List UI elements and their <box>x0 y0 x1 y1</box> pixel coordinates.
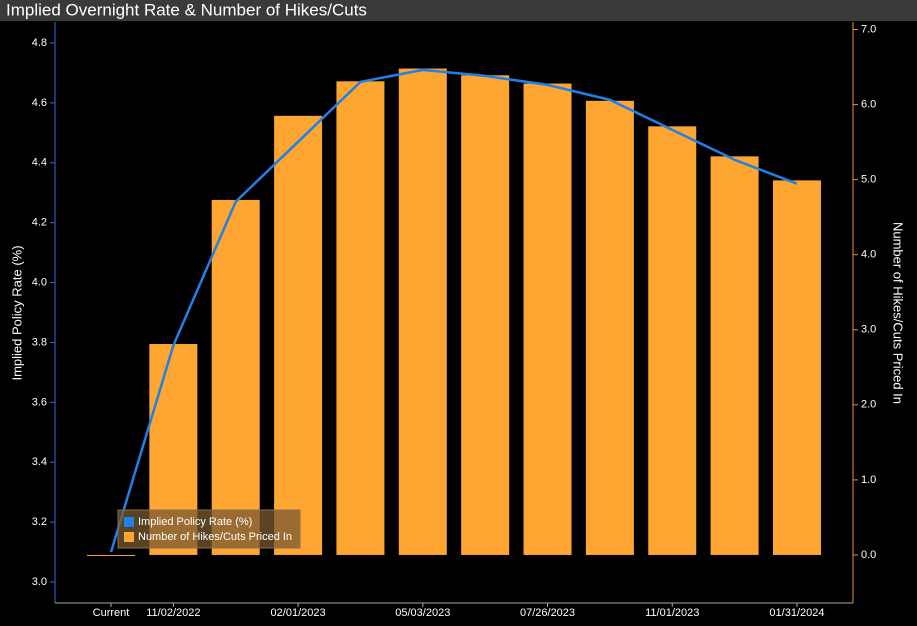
y-tick-label: 4.8 <box>32 37 47 49</box>
y2-tick-label: 4.0 <box>861 249 876 261</box>
bar <box>523 83 572 555</box>
x-tick-label: 05/03/2023 <box>395 607 450 619</box>
x-tick-label: 02/01/2023 <box>271 607 326 619</box>
y-tick-label: 4.2 <box>32 217 47 229</box>
y2-tick-label: 0.0 <box>861 549 876 561</box>
chart-title: Implied Overnight Rate & Number of Hikes… <box>6 0 367 19</box>
y-tick-label: 4.4 <box>32 157 47 169</box>
x-tick-label: 11/01/2023 <box>645 607 699 619</box>
legend-swatch <box>124 517 134 527</box>
bar <box>87 554 135 556</box>
y-axis-label: Implied Policy Rate (%) <box>9 245 24 380</box>
bar <box>274 115 323 555</box>
title-bar <box>0 0 917 21</box>
legend-label: Implied Policy Rate (%) <box>138 516 252 528</box>
y2-tick-label: 3.0 <box>861 324 876 336</box>
y-tick-label: 4.0 <box>32 276 47 288</box>
x-tick-label: 07/26/2023 <box>520 607 575 619</box>
bar <box>398 68 447 555</box>
y2-tick-label: 6.0 <box>861 98 876 110</box>
y-tick-label: 3.4 <box>32 456 47 468</box>
y-tick-label: 3.6 <box>32 396 47 408</box>
legend-label: Number of Hikes/Cuts Priced In <box>138 531 292 543</box>
bar <box>710 156 759 555</box>
y2-axis-label: Number of Hikes/Cuts Priced In <box>891 222 906 404</box>
y-tick-label: 3.2 <box>32 516 47 528</box>
y-tick-label: 3.0 <box>32 576 47 588</box>
y-tick-label: 4.6 <box>32 97 47 109</box>
x-tick-label: Current <box>93 607 130 619</box>
legend-swatch <box>124 532 134 542</box>
y2-tick-label: 2.0 <box>861 399 876 411</box>
bar <box>211 199 260 555</box>
x-tick-label: 01/31/2024 <box>769 607 824 619</box>
bar <box>648 126 697 555</box>
x-tick-label: 11/02/2022 <box>146 607 200 619</box>
bar <box>772 180 821 555</box>
bar <box>461 75 510 555</box>
bar <box>585 100 634 555</box>
y2-tick-label: 1.0 <box>861 474 876 486</box>
legend-box <box>117 509 301 549</box>
y2-tick-label: 5.0 <box>861 174 876 186</box>
line <box>109 68 798 553</box>
bar <box>336 81 385 555</box>
y2-tick-label: 7.0 <box>861 23 876 35</box>
y-tick-label: 3.8 <box>32 336 47 348</box>
